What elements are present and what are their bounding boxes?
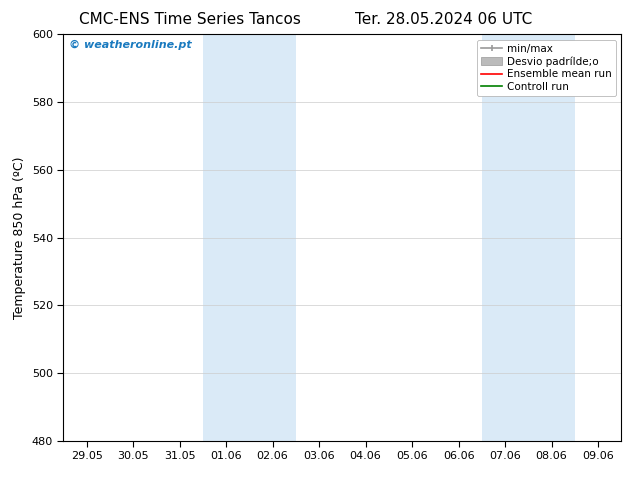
Text: CMC-ENS Time Series Tancos: CMC-ENS Time Series Tancos — [79, 12, 301, 27]
Y-axis label: Temperature 850 hPa (ºC): Temperature 850 hPa (ºC) — [13, 156, 26, 319]
Text: © weatheronline.pt: © weatheronline.pt — [69, 40, 191, 50]
Bar — [482, 34, 575, 441]
Bar — [203, 34, 296, 441]
Legend: min/max, Desvio padrílde;o, Ensemble mean run, Controll run: min/max, Desvio padrílde;o, Ensemble mea… — [477, 40, 616, 96]
Text: Ter. 28.05.2024 06 UTC: Ter. 28.05.2024 06 UTC — [355, 12, 533, 27]
